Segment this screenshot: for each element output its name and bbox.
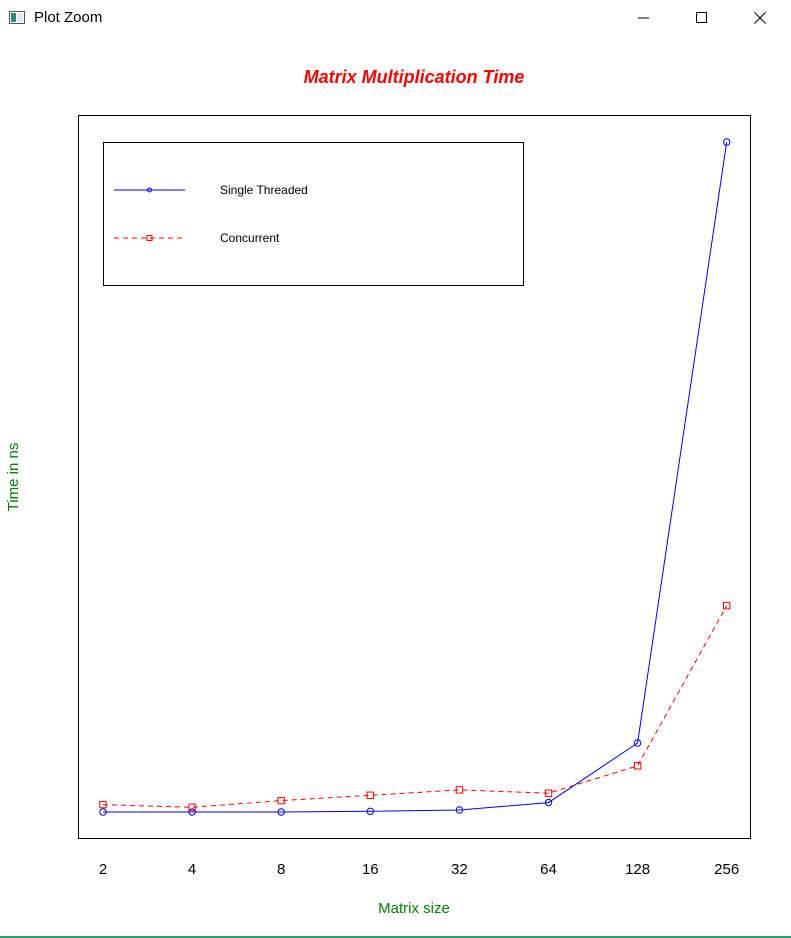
chart: Matrix Multiplication Time 2 4 8 16 32 64 128 2… bbox=[5, 67, 751, 917]
x-tick-label: 4 bbox=[188, 861, 196, 878]
data-point-single-threaded bbox=[633, 739, 642, 747]
data-point-single-threaded bbox=[544, 798, 553, 807]
data-point-concurrent bbox=[633, 762, 642, 770]
data-point-concurrent bbox=[544, 789, 553, 797]
maximize-icon bbox=[696, 12, 708, 24]
legend-items: Single Threaded Concurrent bbox=[114, 183, 308, 245]
x-tick-label: 16 bbox=[362, 861, 379, 878]
title-bar: Plot Zoom bbox=[0, 0, 791, 36]
data-point-single-threaded bbox=[99, 808, 107, 816]
x-tick-label: 2 bbox=[99, 861, 107, 878]
close-button[interactable] bbox=[731, 0, 789, 36]
data-point-single-threaded bbox=[366, 807, 374, 816]
window-bottom-border bbox=[0, 936, 791, 938]
data-point-single-threaded bbox=[277, 808, 285, 816]
window-title: Plot Zoom bbox=[34, 9, 103, 26]
data-point-single-threaded bbox=[723, 138, 731, 146]
data-point-concurrent bbox=[277, 796, 285, 805]
legend-label-concurrent: Concurrent bbox=[220, 231, 280, 245]
x-tick-label: 32 bbox=[451, 861, 468, 878]
series-line-concurrent bbox=[102, 605, 728, 808]
x-tick-label: 256 bbox=[714, 861, 739, 878]
data-point-concurrent bbox=[188, 803, 196, 812]
series-line-single-threaded bbox=[103, 141, 728, 813]
legend-marker-concurrent bbox=[146, 235, 153, 241]
minimize-icon bbox=[638, 12, 650, 24]
legend-marker-single-threaded bbox=[147, 187, 152, 193]
x-tick-labels: 2 4 8 16 32 64 128 256 bbox=[99, 861, 739, 878]
series-layer bbox=[99, 138, 731, 816]
plot-area-border bbox=[78, 115, 751, 839]
chart-title: Matrix Multiplication Time bbox=[304, 67, 525, 87]
app-window-icon bbox=[9, 11, 25, 24]
legend: Single Threaded Concurrent bbox=[103, 142, 524, 286]
legend-box bbox=[103, 142, 524, 286]
data-point-single-threaded bbox=[455, 806, 464, 814]
data-point-concurrent bbox=[455, 786, 464, 794]
y-axis-label: Time in ns bbox=[5, 443, 22, 512]
x-tick-label: 128 bbox=[625, 861, 650, 878]
data-point-concurrent bbox=[366, 791, 375, 799]
data-point-single-threaded bbox=[188, 808, 196, 816]
x-axis-label: Matrix size bbox=[378, 900, 450, 917]
minimize-button[interactable] bbox=[615, 0, 673, 36]
x-tick-label: 8 bbox=[277, 861, 285, 878]
data-point-concurrent bbox=[723, 601, 731, 610]
maximize-button[interactable] bbox=[673, 0, 731, 36]
close-icon bbox=[754, 12, 766, 24]
legend-label-single-threaded: Single Threaded bbox=[220, 183, 308, 197]
x-tick-label: 64 bbox=[540, 861, 557, 878]
data-point-concurrent bbox=[99, 800, 107, 809]
